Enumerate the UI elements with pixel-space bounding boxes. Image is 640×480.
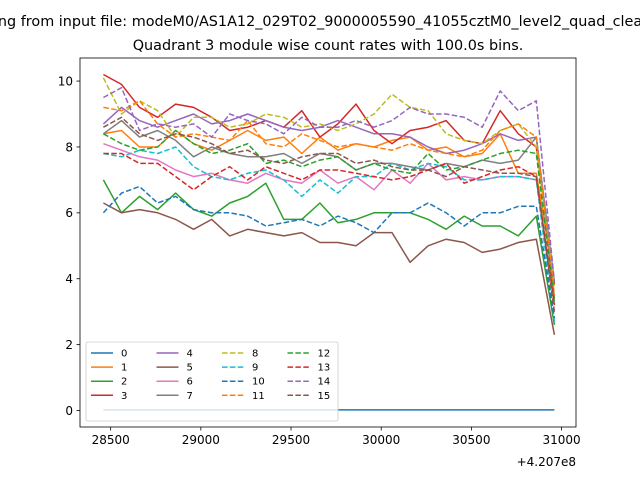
y-tick-label: 2 — [65, 338, 73, 352]
legend-label: 7 — [187, 391, 193, 402]
x-tick-label: 31000 — [542, 433, 580, 447]
x-axis-offset-label: +4.207e8 — [517, 455, 576, 469]
legend-label: 9 — [252, 363, 258, 374]
series-12-line — [103, 129, 556, 302]
series-4-line — [102, 106, 556, 283]
figure-suptitle: Plotting from input file: modeM0/AS1A12_… — [0, 14, 640, 30]
series-15-line — [103, 116, 556, 312]
x-tick-label: 30500 — [452, 433, 490, 447]
legend-label: 11 — [252, 391, 265, 402]
series-11-line — [103, 100, 556, 296]
x-tick-label: 30000 — [362, 433, 400, 447]
series-7-line — [102, 119, 556, 299]
chart-title: Quadrant 3 module wise count rates with … — [133, 38, 524, 54]
plot-frame — [79, 57, 577, 428]
y-tick-label: 0 — [65, 404, 73, 418]
y-tick-label: 8 — [65, 140, 73, 154]
legend-label: 4 — [187, 349, 193, 360]
legend-label: 10 — [252, 377, 265, 388]
y-tick-label: 10 — [58, 74, 73, 88]
series-9-line — [103, 146, 556, 322]
series-8-line — [102, 77, 556, 286]
legend-label: 1 — [121, 363, 127, 374]
series-10-line — [102, 185, 556, 319]
x-tick-label: 29500 — [272, 433, 310, 447]
x-tick-label: 28500 — [92, 433, 130, 447]
legend-label: 8 — [252, 349, 258, 360]
series-5-line — [103, 202, 556, 335]
y-tick-label: 4 — [65, 272, 73, 286]
legend-label: 6 — [187, 377, 193, 388]
series-3-line — [103, 73, 556, 286]
legend-label: 13 — [318, 363, 331, 374]
plot-area — [79, 57, 577, 428]
y-tick-label: 6 — [65, 206, 73, 220]
legend-label: 14 — [318, 377, 331, 388]
legend-box — [85, 341, 339, 422]
x-tick-label: 29000 — [182, 433, 220, 447]
series-13-line — [103, 152, 556, 306]
legend-label: 3 — [121, 391, 127, 402]
series-2-line — [102, 179, 556, 326]
legend-label: 12 — [318, 349, 331, 360]
legend-label: 2 — [121, 377, 127, 388]
series-14-line — [103, 86, 556, 283]
legend-label: 5 — [187, 363, 193, 374]
y-axis: 0 2 4 6 8 10 — [58, 74, 80, 418]
x-axis: 28500 29000 29500 30000 30500 31000 — [92, 427, 581, 447]
legend-label: 0 — [121, 349, 127, 360]
legend-label: 15 — [318, 391, 331, 402]
